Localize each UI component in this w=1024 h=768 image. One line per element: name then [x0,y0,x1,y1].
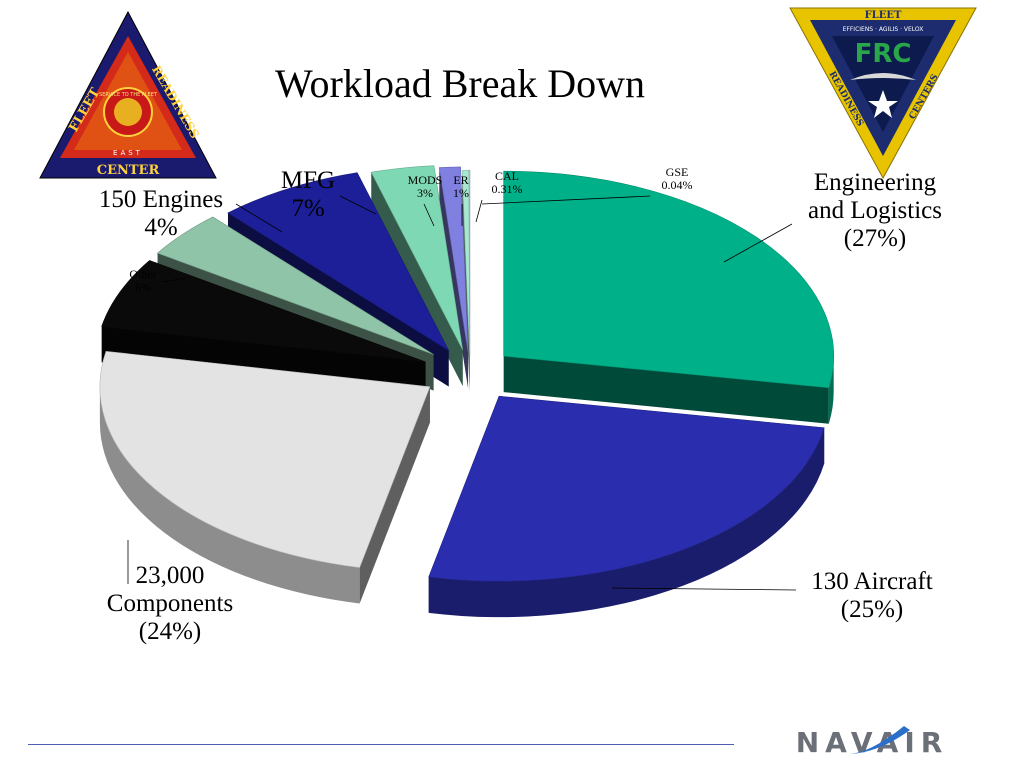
frc-east-logo: SERVICE TO THE FLEET FLEET READINESS EAS… [39,10,217,179]
leader-line-aircraft [611,587,797,591]
pie-slice-er [438,166,469,388]
pie-slice-engines-top [156,216,434,355]
pie-slice-aircraft-rim-0 [428,427,825,618]
pie-slice-engineering [503,170,834,424]
navair-logo: NAVAIR [796,726,949,759]
pie-slice-er-top [438,166,469,352]
label-gse: GSE 0.04% [661,165,693,193]
pie-slice-gse-top [468,169,471,356]
label-mfg: MFG 7% [280,167,336,222]
pie-slice-components [99,350,431,604]
leader-line-engineering [723,223,793,263]
pie-slice-mods-top [370,165,463,351]
navair-wordmark: NAVAIR [796,726,949,759]
pie-slice-other-top [101,260,426,363]
leader-line-cal [475,199,483,223]
label-er: ER 1% [453,173,469,201]
leader-line-mfg [339,195,377,215]
pie-slice-engineering-top [503,170,834,389]
logo-left-bottom-text: CENTER [97,163,160,178]
pie-slice-mods [370,165,463,386]
leader-line-other [161,277,187,283]
label-components: 23,000 Components (24%) [106,562,234,645]
pie-slice-components-wall-0 [359,386,430,604]
logo-right-monogram: FRC [855,39,912,69]
pie-slice-mods-wall-0 [371,172,463,386]
logo-left-band-text: EAST [113,149,143,157]
label-engineering: Engineering and Logistics (27%) [807,169,942,252]
pie-slice-aircraft-top [428,395,825,582]
logo-left-seal-text: SERVICE TO THE FLEET [99,92,158,98]
leader-line-engines [235,203,283,233]
footer-rule [28,744,734,745]
pie-slice-mfg-top [227,172,450,352]
navair-swoosh-icon [850,726,910,754]
logo-right-top-text: FLEET [865,10,902,21]
pie-slice-cal [461,169,470,392]
logo-right-motto: EFFICIENS · AGILIS · VELOX [843,26,924,33]
pie-slice-er-wall-0 [439,167,469,388]
pie-slice-cal-top [461,169,470,356]
leader-line-gse [481,195,651,205]
slide-title: Workload Break Down [274,61,646,106]
label-mods: MODS 3% [407,173,443,201]
label-cal: CAL 0.31% [491,169,523,197]
pie-slice-aircraft [428,395,825,618]
label-other: Other 6% [129,267,157,295]
pie-slice-components-rim-0 [99,386,360,604]
frc-logo: FLEET EFFICIENS · AGILIS · VELOX FRC REA… [789,7,977,180]
pie-slice-components-top [99,350,431,568]
leader-line-mods [423,203,435,227]
label-aircraft: 130 Aircraft (25%) [811,568,933,623]
pie-slice-cal-wall-0 [462,170,470,392]
label-engines: 150 Engines 4% [98,186,224,241]
pie-slice-engineering-wall-1 [503,356,829,424]
